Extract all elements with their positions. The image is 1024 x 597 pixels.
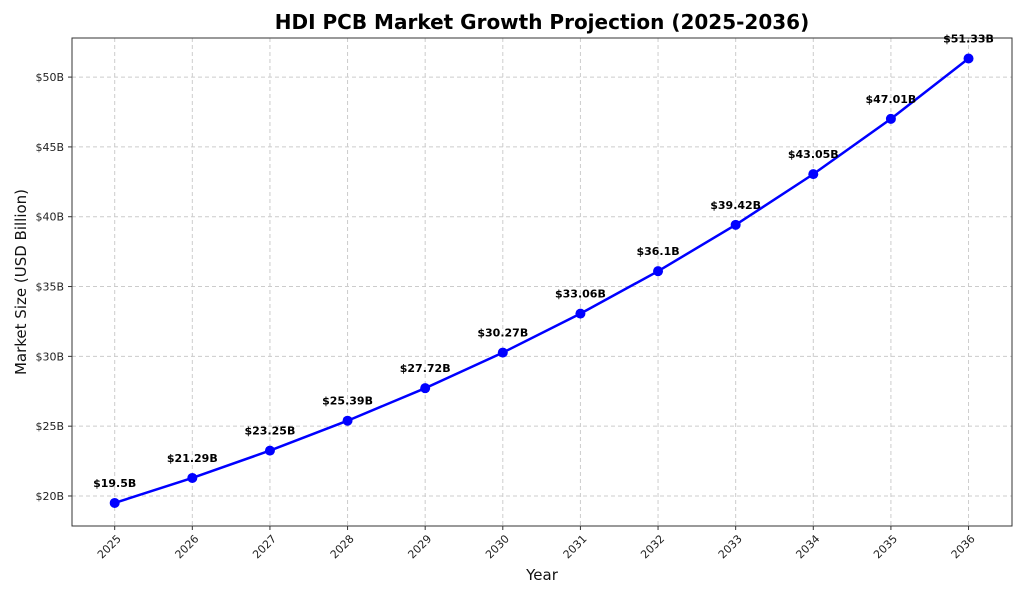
grid	[72, 38, 1012, 526]
x-axis: 2025 2026 2027 2028 2029 2030 2031 2032 2033 2034…	[95, 526, 978, 561]
data-point	[342, 415, 353, 426]
data-point	[730, 219, 741, 230]
chart-title: HDI PCB Market Growth Projection (2025-2…	[275, 10, 809, 34]
y-axis-label: Market Size (USD Billion)	[12, 189, 30, 375]
data-point	[808, 169, 819, 180]
data-label: $43.05B	[788, 148, 839, 161]
data-label: $23.25B	[245, 425, 296, 438]
series-points	[109, 53, 974, 508]
y-tick-label: $40B	[35, 211, 64, 224]
y-tick-label: $45B	[35, 141, 64, 154]
y-axis: $20B $25B $30B $35B $40B $45B $50B	[35, 71, 72, 503]
data-label: $39.42B	[710, 199, 761, 212]
y-tick-label: $20B	[35, 490, 64, 503]
y-tick-label: $35B	[35, 281, 64, 294]
x-tick-label: 2036	[949, 532, 978, 561]
y-tick-label: $50B	[35, 71, 64, 84]
data-label: $30.27B	[477, 327, 528, 340]
series-line	[114, 57, 970, 505]
data-labels: $19.5B $21.29B $23.25B $25.39B $27.72B $30.27…	[93, 33, 994, 490]
y-tick-label: $25B	[35, 420, 64, 433]
x-tick-label: 2030	[483, 532, 512, 561]
plot-frame	[71, 37, 1013, 527]
data-label: $21.29B	[167, 452, 218, 465]
data-point	[885, 113, 896, 124]
data-label: $36.1B	[636, 245, 679, 258]
x-tick-label: 2025	[95, 532, 124, 561]
x-tick-label: 2033	[716, 532, 745, 561]
data-label: $27.72B	[400, 362, 451, 375]
data-point	[497, 347, 508, 358]
data-label: $47.01B	[865, 93, 916, 106]
data-label: $33.06B	[555, 288, 606, 301]
x-tick-label: 2032	[638, 532, 667, 561]
x-tick-label: 2027	[250, 532, 279, 561]
x-tick-label: 2034	[793, 532, 822, 561]
data-label: $19.5B	[93, 477, 136, 490]
x-tick-label: 2028	[328, 532, 357, 561]
y-tick-label: $30B	[35, 350, 64, 363]
data-point	[264, 445, 275, 456]
x-tick-label: 2026	[173, 532, 202, 561]
data-point	[653, 266, 664, 277]
x-tick-label: 2031	[561, 532, 590, 561]
x-tick-label: 2029	[405, 532, 434, 561]
data-point	[963, 53, 974, 64]
data-point	[575, 308, 586, 319]
x-tick-label: 2035	[871, 532, 900, 561]
data-point	[109, 497, 120, 508]
x-axis-label: Year	[525, 566, 559, 584]
data-point	[420, 383, 431, 394]
data-point	[187, 472, 198, 483]
data-label: $25.39B	[322, 395, 373, 408]
data-label: $51.33B	[943, 33, 994, 46]
